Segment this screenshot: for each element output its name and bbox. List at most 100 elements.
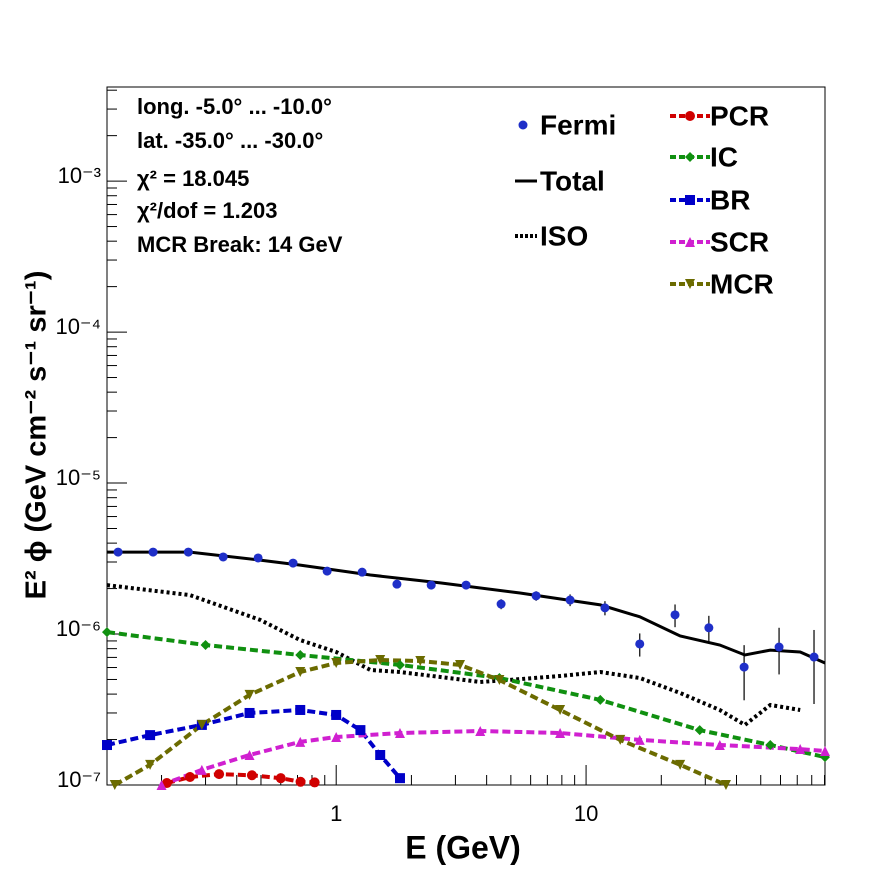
data-point (357, 567, 367, 577)
data-point (295, 650, 306, 661)
legend-label: Fermi (540, 109, 616, 140)
data-point (244, 689, 255, 700)
y-tick-label: 10⁻⁶ (56, 616, 101, 641)
y-tick-label: 10⁻⁴ (55, 314, 101, 339)
x-axis-label: E (GeV) (405, 829, 521, 865)
data-point (394, 773, 405, 784)
data-point (288, 558, 298, 568)
x-tick-label: 10 (574, 801, 598, 826)
data-point (809, 652, 819, 662)
data-point (331, 709, 342, 720)
data-point (196, 764, 207, 775)
annotation: χ²/dof = 1.203 (137, 198, 277, 223)
data-point (183, 547, 193, 557)
data-point (531, 591, 541, 601)
data-point (161, 778, 172, 789)
data-point (102, 627, 112, 638)
data-point (820, 745, 830, 756)
data-point (615, 734, 626, 745)
data-point (765, 740, 776, 751)
data-point (694, 725, 705, 736)
x-tick-label: 1 (330, 801, 342, 826)
series-line (106, 630, 826, 760)
data-point (595, 694, 606, 705)
legend-marker (685, 279, 695, 289)
data-point (331, 731, 342, 742)
annotation: long. -5.0° ... -10.0° (137, 94, 332, 119)
data-point (355, 725, 366, 736)
series-line (160, 728, 826, 787)
legend-marker (518, 120, 528, 130)
data-point (185, 771, 196, 782)
data-point (494, 674, 505, 685)
data-point (275, 773, 286, 784)
data-point (714, 740, 725, 751)
data-point (148, 547, 158, 557)
data-point (113, 547, 123, 557)
data-point (670, 610, 680, 620)
data-point (774, 642, 784, 652)
data-point (455, 659, 466, 670)
y-tick-label: 10⁻⁷ (57, 767, 101, 792)
annotation: χ² = 18.045 (137, 166, 249, 191)
y-axis-label: E² ϕ (GeV cm⁻² s⁻¹ sr⁻¹) (21, 271, 53, 600)
data-point (244, 750, 255, 761)
data-point (704, 623, 714, 633)
data-point (415, 655, 426, 666)
data-point (375, 750, 386, 761)
data-point (720, 780, 731, 790)
data-point (218, 552, 228, 562)
annotation: MCR Break: 14 GeV (137, 232, 343, 257)
data-point (322, 566, 332, 576)
data-point (145, 759, 156, 770)
data-point (253, 553, 263, 563)
legend-marker (685, 237, 695, 247)
legend-marker (685, 111, 695, 121)
data-point (295, 704, 306, 715)
data-point (246, 770, 257, 781)
data-point (739, 662, 749, 672)
legend-label: MCR (710, 268, 774, 299)
legend-marker (685, 152, 695, 162)
data-point (426, 580, 436, 590)
legend-label: IC (710, 141, 738, 172)
data-point (555, 728, 566, 739)
data-point (394, 728, 405, 739)
data-point (295, 667, 306, 678)
legend-label: SCR (710, 226, 769, 257)
plot-frame (106, 86, 826, 786)
data-point (109, 780, 120, 790)
data-point (475, 725, 486, 736)
data-point (200, 639, 211, 650)
legend-marker (685, 195, 695, 205)
data-point (565, 595, 575, 605)
legend-label: BR (710, 184, 750, 215)
data-point (600, 603, 610, 613)
data-point (145, 730, 156, 741)
data-point (295, 776, 306, 787)
data-point (795, 744, 806, 755)
data-point (394, 659, 405, 670)
data-point (675, 759, 686, 770)
legend-label: PCR (710, 100, 769, 131)
data-point (295, 736, 306, 747)
data-point (375, 654, 386, 665)
data-point (635, 639, 645, 649)
data-point (309, 777, 320, 788)
legend-label: ISO (540, 220, 588, 251)
data-point (156, 780, 167, 790)
data-point (634, 734, 645, 745)
series-line (107, 550, 826, 665)
data-point (196, 719, 207, 730)
data-point (555, 704, 566, 715)
data-point (214, 769, 225, 780)
data-point (392, 579, 402, 589)
data-point (102, 740, 112, 751)
data-point (244, 707, 255, 718)
legend-label: Total (540, 165, 605, 196)
y-tick-label: 10⁻³ (58, 163, 101, 188)
data-point (496, 599, 506, 609)
